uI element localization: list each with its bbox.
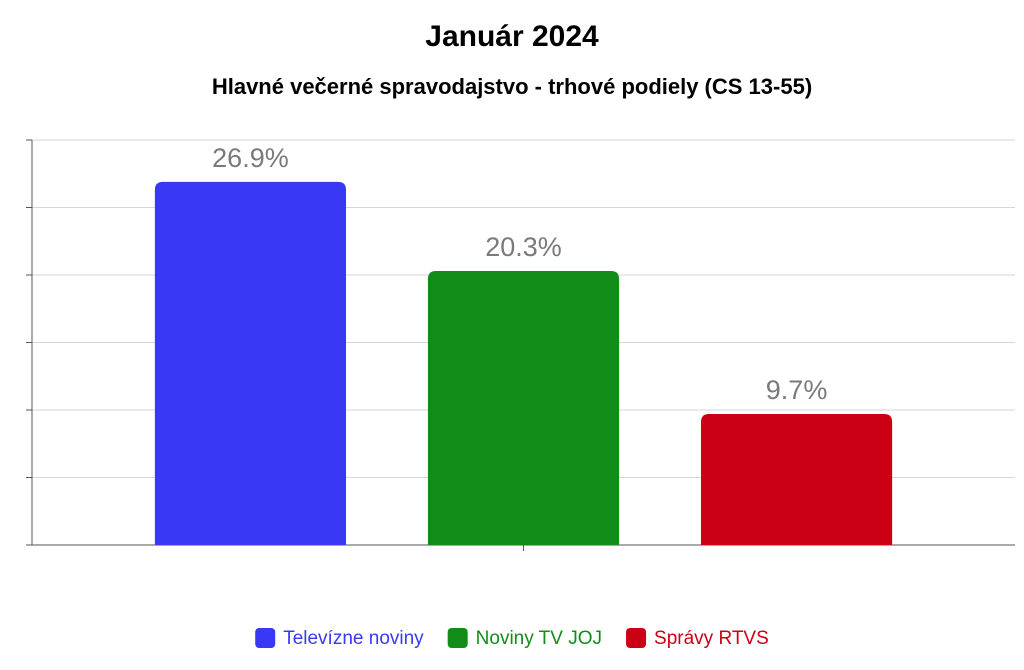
bar <box>154 181 347 545</box>
chart-subtitle: Hlavné večerné spravodajstvo - trhové po… <box>212 74 812 99</box>
legend-swatch[interactable] <box>255 628 276 648</box>
legend-swatch[interactable] <box>447 628 468 648</box>
data-label: 26.9% <box>212 143 289 173</box>
chart-title: Január 2024 <box>425 20 599 53</box>
bar <box>700 414 893 545</box>
data-label: 9.7% <box>766 375 828 405</box>
legend-swatch[interactable] <box>626 628 647 648</box>
data-label: 20.3% <box>485 232 562 262</box>
legend-label[interactable]: Správy RTVS <box>654 628 769 649</box>
legend-label[interactable]: Noviny TV JOJ <box>476 628 602 649</box>
legend-label[interactable]: Televízne noviny <box>283 628 424 649</box>
bar <box>427 270 620 545</box>
